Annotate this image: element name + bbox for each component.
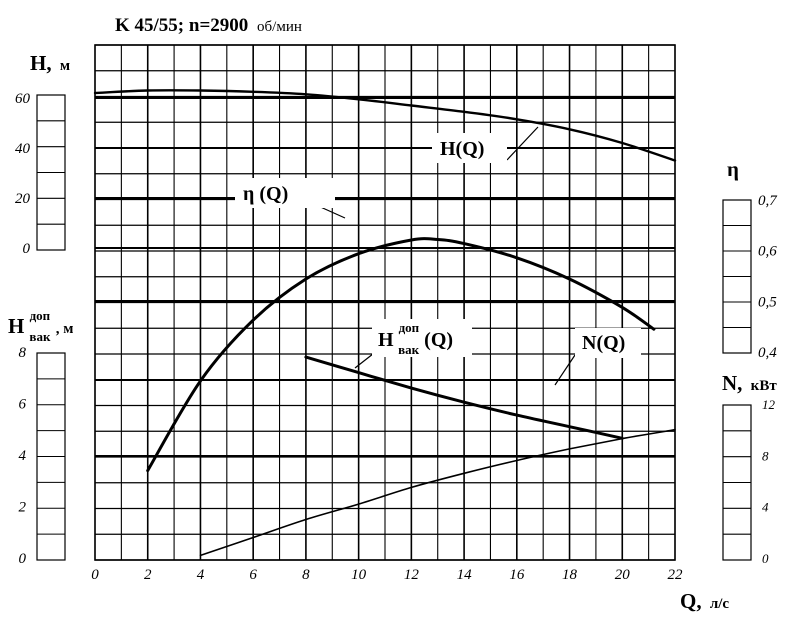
n-scale-boxes — [722, 404, 752, 561]
n-axis-label: N, — [722, 371, 742, 395]
label-hvak-main: H — [378, 329, 394, 351]
h-tick-labels: 0 20 40 60 — [15, 91, 31, 257]
curve-eta — [146, 237, 656, 473]
scale-tick-label: 40 — [15, 141, 31, 157]
x-tick-label: 20 — [615, 567, 631, 583]
eta-axis-title: η — [727, 157, 739, 181]
scale-tick-label: 0 — [19, 551, 27, 567]
n-axis-title: N, кВт — [722, 371, 777, 395]
x-tick-label: 14 — [457, 567, 473, 583]
chart-title: K 45/55; n=2900 об/мин — [115, 15, 302, 36]
scale-tick-label: 0,7 — [758, 193, 778, 209]
curve-hq — [93, 89, 677, 162]
main-grid — [94, 44, 676, 561]
h-scale-boxes — [36, 94, 66, 251]
h-axis-label: H, — [30, 51, 52, 75]
x-tick-labels: 0 2 4 6 8 10 12 14 16 18 20 22 — [91, 567, 683, 583]
chart-title-main: K 45/55; n=2900 — [115, 15, 248, 36]
n-tick-labels: 0 4 8 12 — [762, 397, 776, 566]
hvak-axis-label: H — [8, 314, 24, 338]
hvak-tick-labels: 0 2 4 6 8 — [19, 345, 27, 567]
scale-tick-label: 60 — [15, 91, 31, 107]
scale-tick-label: 2 — [19, 500, 27, 516]
scale-tick-label: 8 — [762, 448, 769, 463]
label-eta: η (Q) — [243, 183, 288, 205]
x-tick-label: 0 — [91, 567, 99, 583]
hvak-axis-unit: , м — [56, 321, 74, 337]
curve-labels: H(Q) η (Q) N(Q) H доп вак (Q) — [235, 133, 641, 359]
label-hvak-suffix: (Q) — [424, 329, 453, 351]
hvak-axis-title: H доп вак , м — [8, 301, 73, 346]
n-scale: N, кВт 0 4 8 12 — [722, 371, 777, 566]
label-leader-line — [506, 126, 539, 161]
h-axis-title: H, м — [30, 51, 70, 75]
x-tick-label: 12 — [404, 567, 420, 583]
chart-title-unit: об/мин — [257, 19, 302, 35]
scale-tick-label: 4 — [19, 448, 27, 464]
scale-tick-label: 12 — [762, 397, 776, 412]
x-tick-label: 22 — [668, 567, 684, 583]
scale-tick-label: 0,6 — [758, 244, 777, 260]
x-tick-label: 2 — [144, 567, 152, 583]
x-tick-label: 4 — [197, 567, 205, 583]
hvak-scale-boxes — [36, 352, 66, 561]
label-hvak-sup: доп — [399, 320, 420, 335]
curve-hvak — [304, 355, 624, 440]
eta-tick-labels: 0,4 0,5 0,6 0,7 — [758, 193, 778, 361]
x-tick-label: 6 — [249, 567, 257, 583]
curves-group — [93, 89, 677, 557]
scale-tick-label: 8 — [19, 345, 27, 361]
label-nq: N(Q) — [582, 332, 625, 354]
hvak-axis-sup: доп — [30, 308, 51, 323]
grid-frame — [94, 44, 676, 561]
x-tick-label: 8 — [302, 567, 310, 583]
scale-tick-label: 4 — [762, 500, 769, 515]
label-hvak-sub: вак — [398, 342, 420, 357]
scale-tick-label: 0,5 — [758, 294, 777, 310]
x-axis-title: Q, л/с — [680, 589, 729, 613]
eta-scale-boxes — [722, 199, 752, 354]
scale-tick-label: 0,4 — [758, 345, 777, 361]
h-scale: H, м 0 20 40 60 — [15, 51, 70, 257]
hvak-axis-sub: вак — [29, 329, 51, 344]
hvak-scale: H доп вак , м 0 2 4 6 8 — [8, 301, 73, 567]
eta-scale: η 0,4 0,5 0,6 0,7 — [722, 157, 778, 361]
x-tick-label: 16 — [509, 567, 525, 583]
scale-tick-label: 20 — [15, 191, 31, 207]
label-hq: H(Q) — [440, 138, 484, 160]
label-hvak: H доп вак (Q) — [378, 315, 453, 359]
scale-tick-label: 0 — [23, 241, 31, 257]
x-tick-label: 18 — [562, 567, 578, 583]
curve-nq — [199, 428, 676, 557]
x-axis-unit: л/с — [710, 596, 730, 612]
x-axis-label: Q, — [680, 589, 702, 613]
scale-tick-label: 6 — [19, 397, 27, 413]
h-axis-unit: м — [60, 58, 70, 74]
scale-tick-label: 0 — [762, 551, 769, 566]
x-tick-label: 10 — [351, 567, 367, 583]
label-leader-line — [554, 354, 576, 386]
n-axis-unit: кВт — [751, 378, 778, 394]
